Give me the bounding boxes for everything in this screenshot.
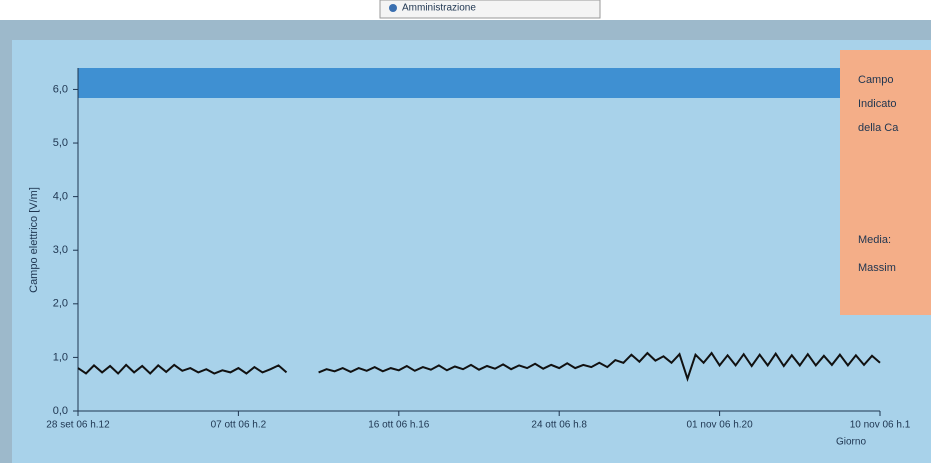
y-tick-label: 4,0 [53, 191, 68, 203]
x-tick-label: 28 set 06 h.12 [46, 420, 110, 431]
tab-label[interactable]: Amministrazione [402, 3, 476, 14]
y-tick-label: 1,0 [53, 351, 68, 363]
side-text: Massim [858, 262, 896, 274]
top-band [78, 68, 931, 98]
tab[interactable] [379, 0, 601, 19]
x-tick-label: 16 ott 06 h.16 [368, 420, 430, 431]
y-tick-label: 0,0 [53, 405, 68, 417]
side-text: della Ca [858, 122, 899, 134]
data-line [77, 351, 881, 383]
y-axis-title: Campo elettrico [V/m] [28, 187, 40, 293]
x-tick-label: 10 nov 06 h.1 [850, 420, 911, 431]
x-tick-label: 24 ott 06 h.8 [531, 420, 587, 431]
y-tick-label: 2,0 [53, 298, 68, 310]
y-tick-label: 6,0 [53, 83, 68, 95]
chart-area [12, 40, 931, 463]
tab-icon [389, 4, 397, 12]
y-tick-label: 3,0 [53, 244, 68, 256]
side-panel [840, 50, 931, 315]
y-tick-label: 5,0 [53, 137, 68, 149]
side-text: Media: [858, 234, 891, 246]
side-text: Indicato [858, 98, 897, 110]
side-text: Campo [858, 74, 893, 86]
x-axis-title: Giorno [836, 437, 866, 448]
x-tick-label: 01 nov 06 h.20 [687, 420, 754, 431]
x-tick-label: 07 ott 06 h.2 [211, 420, 267, 431]
